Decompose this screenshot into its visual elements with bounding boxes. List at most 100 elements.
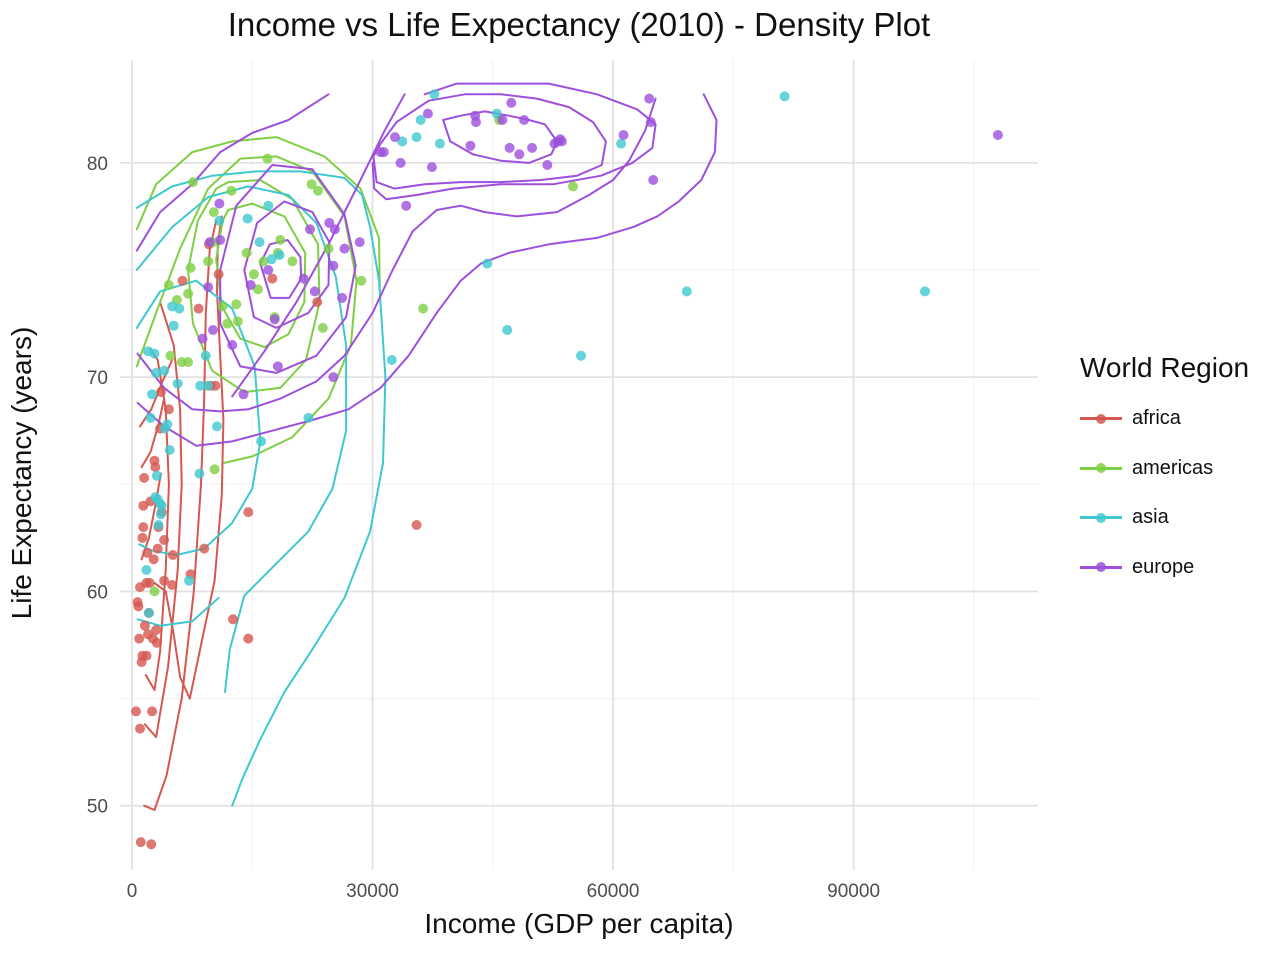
europe-point — [298, 273, 309, 284]
europe-point — [269, 314, 280, 325]
asia-point — [162, 419, 173, 430]
americas-point — [306, 179, 317, 190]
asia-point — [147, 389, 158, 400]
asia-point — [779, 91, 790, 102]
y-tick-label: 50 — [87, 797, 108, 818]
africa-point — [141, 650, 152, 661]
chart-title: Income vs Life Expectancy (2010) - Densi… — [227, 6, 931, 43]
africa-point — [159, 535, 170, 545]
legend-dot — [1096, 512, 1106, 523]
asia-point — [263, 200, 274, 211]
asia-point — [151, 470, 162, 481]
legend: World Region africa americas asia europe — [1080, 352, 1270, 592]
americas-point — [165, 350, 176, 361]
europe-point — [354, 237, 365, 248]
africa-contour-line — [140, 397, 166, 469]
europe-point — [644, 93, 655, 104]
africa-contour-line — [144, 348, 170, 691]
asia-point — [266, 254, 277, 265]
africa-point — [193, 303, 204, 314]
asia-point — [164, 445, 175, 455]
x-tick-label: 60000 — [587, 881, 640, 902]
asia-point — [153, 520, 164, 530]
africa-point — [199, 543, 210, 554]
americas-point — [217, 301, 228, 312]
americas-point — [226, 185, 237, 196]
asia-point — [156, 500, 167, 511]
africa-point — [151, 625, 162, 635]
asia-point — [141, 565, 152, 575]
legend-dot — [1096, 562, 1106, 573]
asia-point — [195, 380, 206, 391]
legend-key-africa — [1080, 409, 1122, 429]
asia-point — [143, 607, 154, 618]
legend-key-asia — [1080, 508, 1122, 528]
asia-point — [200, 350, 211, 361]
americas-point — [188, 177, 198, 188]
americas-point — [209, 464, 220, 475]
asia-point — [502, 325, 513, 335]
africa-point — [138, 522, 149, 533]
africa-point — [134, 633, 145, 644]
africa-point — [228, 614, 238, 625]
africa-point — [144, 577, 155, 588]
europe-point — [263, 265, 274, 275]
americas-point — [275, 235, 286, 245]
africa-point — [159, 575, 170, 586]
legend-title: World Region — [1080, 352, 1250, 383]
y-tick-label: 80 — [87, 154, 108, 175]
europe-point — [378, 147, 389, 158]
americas-point — [287, 256, 298, 267]
europe-point — [395, 157, 406, 168]
x-tick-label: 30000 — [346, 881, 399, 902]
legend-label: americas — [1132, 456, 1214, 479]
europe-point — [992, 130, 1003, 140]
africa-point — [147, 706, 158, 717]
americas-point — [313, 185, 323, 196]
africa-point — [312, 297, 323, 308]
legend-key-americas — [1080, 458, 1122, 478]
asia-point — [303, 412, 314, 423]
legend-dot — [1096, 413, 1106, 424]
europe-contour-line — [136, 97, 657, 413]
europe-point — [215, 235, 226, 245]
africa-contour-line — [143, 219, 218, 811]
x-axis-ticks: 0 30000 60000 90000 — [127, 881, 880, 902]
europe-point — [645, 117, 656, 128]
asia-point — [159, 365, 170, 376]
asia-point — [254, 237, 265, 248]
africa-point — [150, 462, 161, 473]
legend-item-asia: asia — [1080, 493, 1270, 543]
africa-point — [155, 387, 166, 398]
asia-contour-line — [135, 170, 387, 807]
americas-point — [258, 256, 269, 267]
legend-label: europe — [1132, 555, 1195, 578]
asia-point — [397, 136, 408, 147]
europe-point — [390, 132, 400, 143]
asia-point — [429, 89, 440, 100]
americas-point — [323, 243, 334, 254]
europe-contour-line — [371, 82, 657, 201]
legend-dot — [1096, 463, 1106, 474]
europe-point — [514, 149, 525, 160]
x-tick-label: 0 — [127, 881, 138, 902]
asia-point — [174, 303, 185, 314]
europe-point — [203, 282, 214, 293]
asia-point — [184, 575, 194, 586]
europe-point — [471, 117, 481, 128]
asia-point — [242, 213, 253, 224]
asia-point — [172, 378, 183, 389]
africa-point — [133, 601, 144, 612]
asia-point — [149, 348, 160, 359]
asia-point — [274, 250, 285, 260]
asia-point — [576, 350, 586, 361]
africa-point — [139, 620, 150, 631]
asia-point — [411, 132, 422, 143]
europe-point — [197, 333, 208, 344]
europe-point — [556, 136, 567, 147]
europe-point — [339, 243, 350, 254]
europe-point — [328, 260, 339, 271]
americas-point — [183, 288, 194, 299]
europe-point — [329, 224, 340, 235]
x-tick-label: 90000 — [827, 881, 880, 902]
